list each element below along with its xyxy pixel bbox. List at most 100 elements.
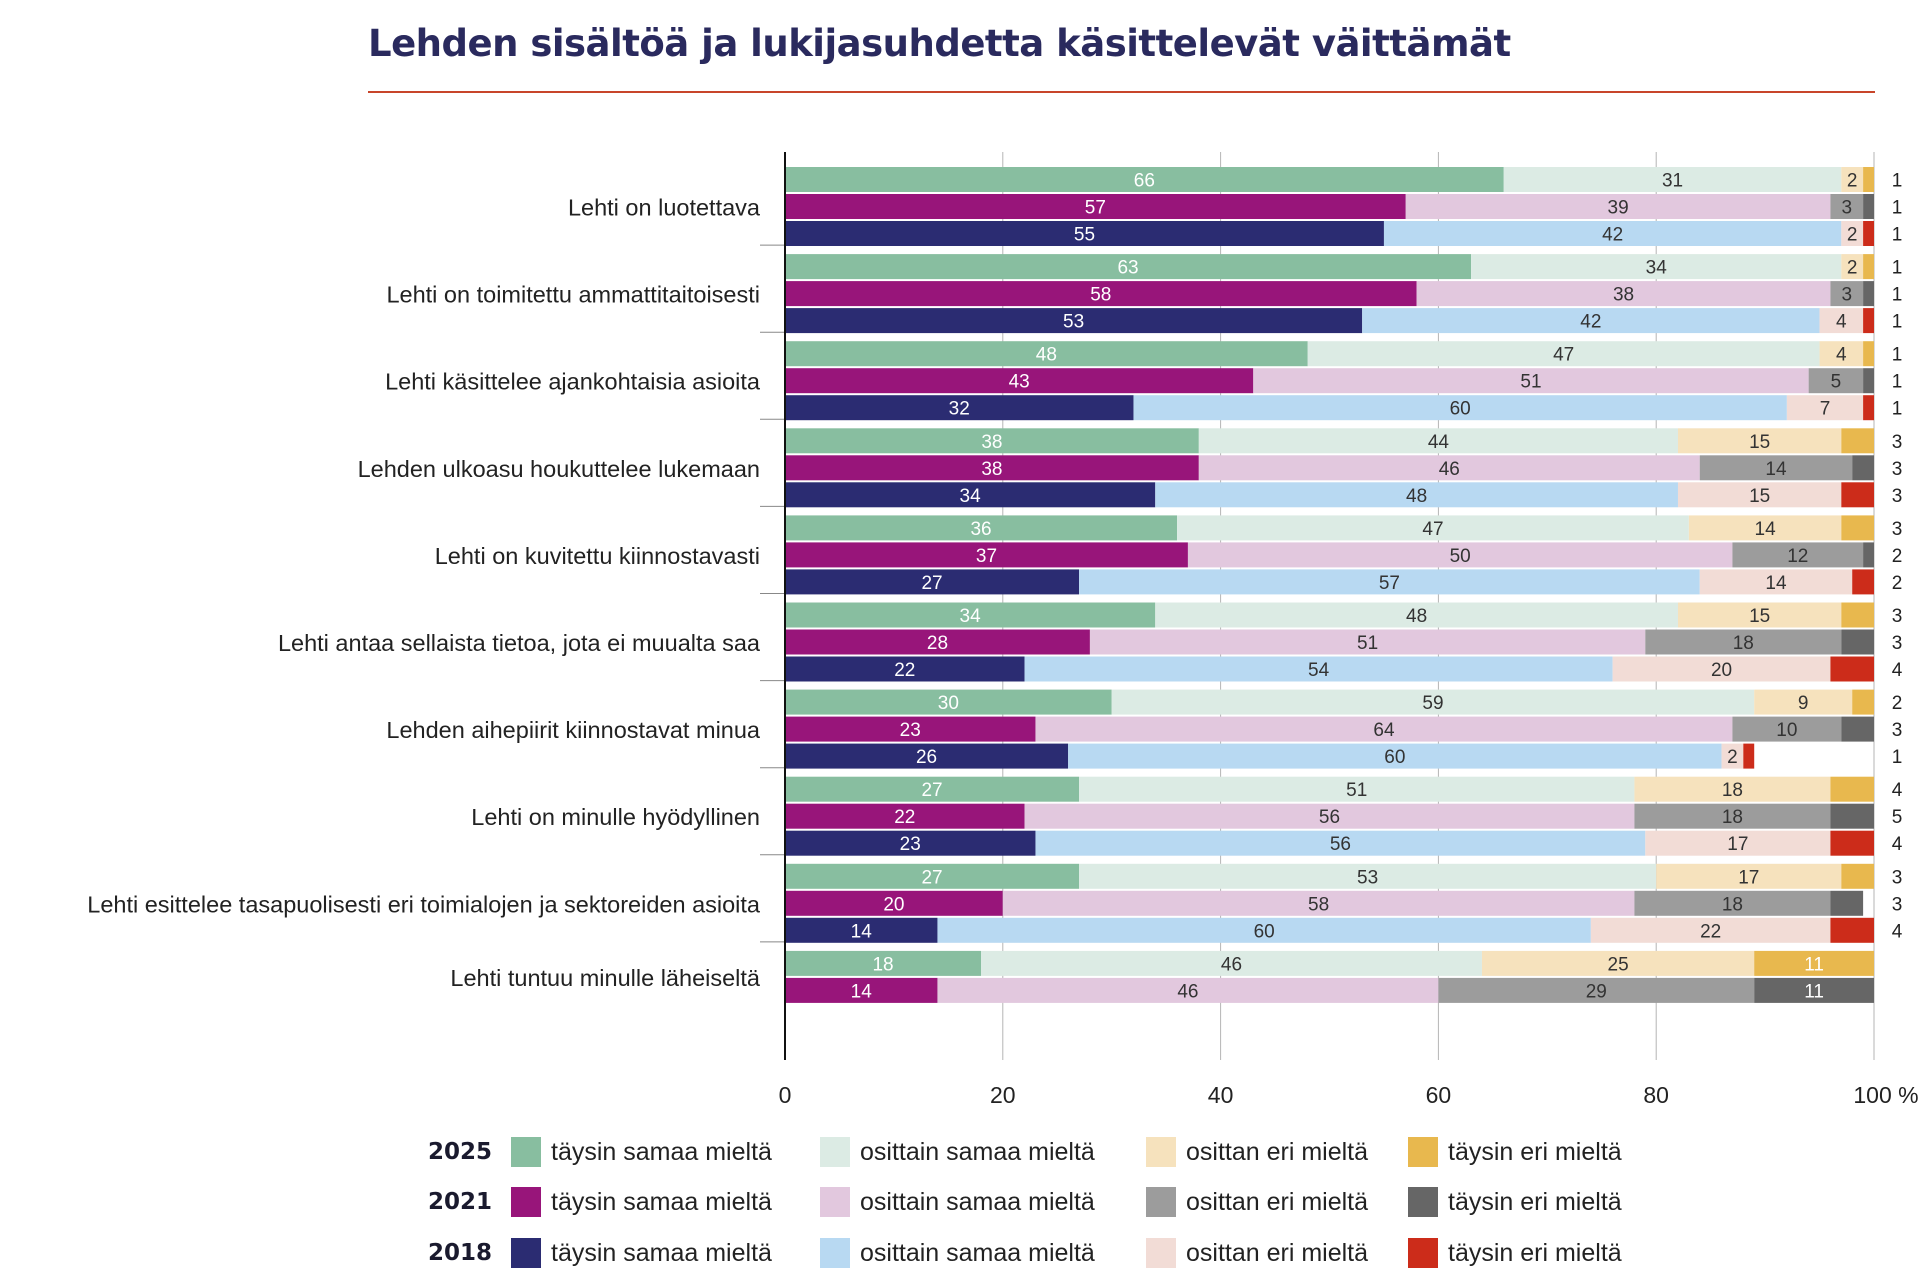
bar-segment [1786, 395, 1864, 421]
bar-segment [1253, 368, 1809, 394]
data-label: 2 [1892, 693, 1903, 714]
data-label: 58 [1308, 894, 1329, 915]
bar-segment [1133, 395, 1787, 421]
legend-label: täysin eri mieltä [1448, 1187, 1622, 1216]
data-label: 1 [1892, 372, 1903, 393]
legend-item: osittan eri mieltä [1146, 1137, 1368, 1167]
bar-segment [1841, 515, 1874, 541]
legend-year: 2018 [427, 1240, 492, 1266]
data-label: 3 [1892, 486, 1903, 507]
bar-segment [785, 977, 938, 1003]
bar-segment [785, 482, 1156, 508]
legend-item: täysin eri mieltä [1408, 1187, 1622, 1217]
data-label: 3 [1841, 285, 1852, 306]
data-label: 36 [970, 519, 991, 540]
data-label: 58 [1090, 285, 1111, 306]
data-label: 31 [1662, 171, 1683, 192]
bar-segment [1688, 515, 1842, 541]
legend-item: täysin eri mieltä [1408, 1238, 1622, 1268]
data-label: 15 [1749, 486, 1770, 507]
legend-item: täysin samaa mieltä [511, 1187, 772, 1217]
data-label: 22 [894, 660, 915, 681]
data-label: 15 [1749, 606, 1770, 627]
bar-segment [785, 341, 1308, 367]
bar-segment [1863, 542, 1874, 568]
data-label: 28 [927, 633, 948, 654]
bar-segment [1841, 716, 1874, 742]
bar-segment [1841, 629, 1874, 655]
bar-segment [1841, 167, 1864, 192]
data-label: 53 [1357, 867, 1378, 888]
bar-segment [785, 803, 1025, 829]
bar-segment [1503, 167, 1842, 192]
bar-segment [1754, 689, 1853, 715]
data-label: 51 [1520, 372, 1541, 393]
bar-segment [785, 515, 1178, 541]
bar-segment [785, 254, 1472, 280]
legend-swatch [1408, 1187, 1438, 1217]
data-label: 55 [1074, 225, 1095, 246]
data-label: 2 [1847, 258, 1858, 279]
bar-segment [785, 368, 1254, 394]
data-label: 27 [921, 867, 942, 888]
bar-segment [785, 395, 1134, 421]
bar-segment [937, 917, 1591, 943]
bar-segment [785, 776, 1080, 802]
bar-segment [1863, 341, 1874, 367]
legend-swatch [1146, 1187, 1176, 1217]
bar-segment [1863, 254, 1874, 280]
legend-label: osittan eri mieltä [1186, 1187, 1369, 1216]
bar-segment [785, 542, 1188, 568]
legend-item: täysin samaa mieltä [511, 1137, 772, 1167]
bar-segment [1721, 743, 1744, 769]
bar-segment [1155, 602, 1678, 628]
data-label: 4 [1892, 780, 1903, 801]
data-label: 10 [1776, 720, 1797, 741]
bar-segment [785, 716, 1036, 742]
bar-segment [1852, 569, 1874, 595]
bar-segment [1830, 281, 1864, 307]
data-label: 3 [1892, 459, 1903, 480]
data-label: 2 [1847, 171, 1858, 192]
bar-segment [1830, 656, 1874, 682]
bar-segment [1198, 428, 1678, 454]
data-label: 34 [1646, 258, 1668, 279]
bar-segment [1634, 890, 1831, 916]
bar-segment [785, 950, 982, 976]
legend-swatch [1408, 1238, 1438, 1268]
data-label: 1 [1892, 345, 1903, 366]
category-label: Lehti esittelee tasapuolisesti eri toimi… [87, 891, 761, 917]
bar-segment [1481, 950, 1755, 976]
bar-segment [1024, 803, 1635, 829]
data-label: 30 [938, 693, 959, 714]
legend-label: täysin samaa mieltä [551, 1137, 772, 1166]
data-label: 23 [900, 720, 921, 741]
data-label: 26 [916, 747, 937, 768]
data-label: 34 [960, 606, 982, 627]
data-label: 51 [1346, 780, 1367, 801]
data-label: 18 [1733, 633, 1754, 654]
x-tick-label: 0 [779, 1082, 792, 1108]
data-label: 20 [883, 894, 904, 915]
bar-segment [1852, 689, 1874, 715]
legend-label: täysin samaa mieltä [551, 1187, 772, 1216]
bar-segment [1068, 743, 1722, 769]
category-label: Lehti on kuvitettu kiinnostavasti [435, 543, 760, 569]
data-label: 22 [1700, 921, 1721, 942]
data-label: 23 [900, 834, 921, 855]
category-label: Lehti on minulle hyödyllinen [471, 804, 760, 830]
data-label: 56 [1319, 807, 1340, 828]
legend-swatch [1146, 1238, 1176, 1268]
data-label: 42 [1580, 312, 1601, 333]
data-label: 47 [1422, 519, 1443, 540]
data-label: 44 [1428, 432, 1450, 453]
bar-segment [1841, 602, 1874, 628]
data-label: 4 [1892, 834, 1903, 855]
bar-segment [1677, 482, 1842, 508]
data-label: 1 [1892, 258, 1903, 279]
x-tick-label: 80 [1643, 1082, 1669, 1108]
bar-segment [1841, 482, 1874, 508]
category-label: Lehti antaa sellaista tietoa, jota ei mu… [278, 630, 761, 656]
bar-segment [1155, 482, 1678, 508]
bar-segment [1187, 542, 1733, 568]
